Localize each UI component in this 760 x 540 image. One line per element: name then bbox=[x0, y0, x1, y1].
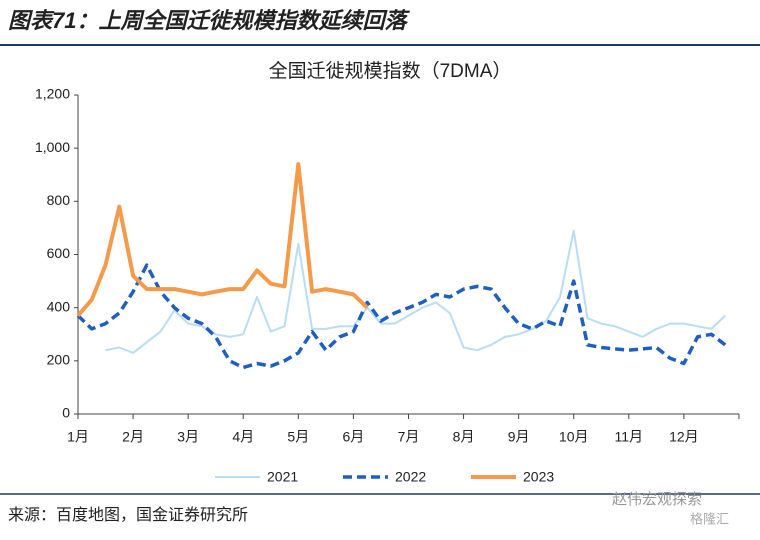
y-tick-label: 0 bbox=[62, 405, 70, 421]
x-tick-label: 10月 bbox=[559, 429, 589, 445]
y-tick-label: 1,000 bbox=[35, 139, 70, 155]
x-tick-label: 7月 bbox=[398, 429, 420, 445]
legend-label: 2022 bbox=[395, 469, 426, 485]
x-tick-label: 9月 bbox=[508, 429, 530, 445]
y-tick-label: 1,200 bbox=[35, 86, 70, 102]
x-tick-label: 5月 bbox=[287, 429, 309, 445]
legend-label: 2021 bbox=[267, 469, 298, 485]
x-tick-label: 1月 bbox=[67, 429, 89, 445]
x-tick-label: 8月 bbox=[453, 429, 475, 445]
watermark: 赵伟宏观探索 bbox=[612, 491, 702, 508]
chart-title: 全国迁徙规模指数（7DMA） bbox=[269, 60, 512, 82]
x-tick-label: 3月 bbox=[177, 429, 199, 445]
y-tick-label: 800 bbox=[47, 192, 71, 208]
y-tick-label: 600 bbox=[47, 245, 71, 261]
series-line bbox=[76, 162, 369, 317]
y-tick-label: 200 bbox=[47, 352, 71, 368]
x-tick-label: 2月 bbox=[122, 429, 144, 445]
x-tick-label: 12月 bbox=[669, 429, 699, 445]
x-tick-label: 11月 bbox=[615, 429, 644, 445]
series-line bbox=[76, 263, 727, 370]
legend-label: 2023 bbox=[523, 469, 554, 485]
x-tick-label: 6月 bbox=[343, 429, 365, 445]
watermark: 格隆汇 bbox=[690, 511, 729, 526]
y-tick-label: 400 bbox=[47, 298, 71, 314]
header-title: 图表71：上周全国迁徙规模指数延续回落 bbox=[8, 8, 410, 33]
x-tick-label: 4月 bbox=[232, 429, 254, 445]
source: 来源：百度地图，国金证券研究所 bbox=[8, 506, 248, 524]
